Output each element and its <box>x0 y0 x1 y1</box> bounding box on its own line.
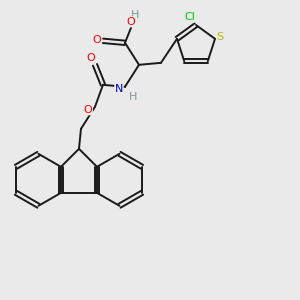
Text: N: N <box>115 84 123 94</box>
Text: H: H <box>129 92 137 102</box>
Text: O: O <box>87 53 95 63</box>
Text: H: H <box>131 10 139 20</box>
Text: O: O <box>84 105 92 115</box>
Text: Cl: Cl <box>184 12 195 22</box>
Text: O: O <box>127 17 135 27</box>
Text: S: S <box>217 32 224 42</box>
Text: O: O <box>93 35 101 45</box>
